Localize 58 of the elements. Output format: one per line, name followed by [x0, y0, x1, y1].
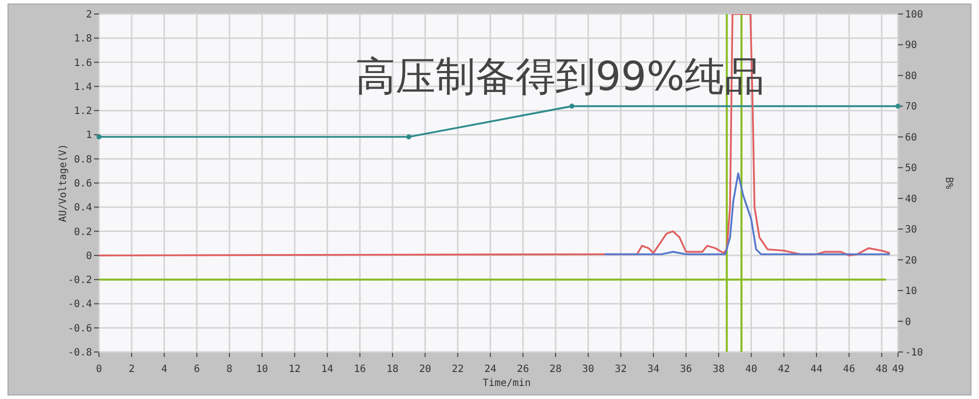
line-series [99, 14, 891, 256]
line-series [604, 172, 891, 256]
y-tick-label: 1.6 [74, 58, 92, 69]
x-tick-label: 26 [516, 364, 529, 375]
y-tick-label: 0.8 [74, 154, 92, 166]
x-tick-label: 42 [778, 364, 790, 375]
y2-tick-label: 40 [905, 194, 918, 205]
y-tick-label: 1.8 [74, 34, 92, 45]
x-tick-label: 18 [386, 364, 399, 375]
y-tick-label: 1 [86, 130, 92, 142]
x-tick-label: 30 [582, 364, 594, 375]
y-tick-label: 1.4 [74, 82, 92, 93]
y-tick-label: 0.2 [74, 226, 92, 238]
y2-tick-label: 70 [905, 102, 918, 113]
x-tick-label: 12 [288, 364, 301, 375]
y-tick-label: 0.6 [74, 178, 92, 190]
x-tick-label: 44 [810, 364, 822, 375]
x-tick-label: 22 [452, 364, 464, 375]
x-tick-label: 46 [843, 364, 856, 375]
x-tick-label: 16 [354, 364, 366, 375]
x-tick-label: 6 [194, 364, 200, 375]
x-tick-label: 2 [128, 364, 135, 375]
y2-tick-label: 90 [905, 40, 918, 52]
y2-tick-label: 30 [905, 224, 918, 236]
y-axis-title: AU/Voltage(V) [58, 144, 69, 222]
x-tick-label: 48 [876, 364, 888, 375]
x-tick-label: 8 [226, 364, 232, 375]
y-tick-label: 0 [86, 250, 92, 262]
x-tick-label: 0 [96, 364, 102, 375]
x-tick-label: 38 [712, 364, 725, 375]
x-tick-label: 4 [161, 364, 168, 375]
x-tick-label: 10 [256, 364, 268, 375]
y-tick-label: 0.4 [74, 202, 92, 214]
y2-tick-label: 60 [905, 132, 918, 144]
x-tick-label: 24 [484, 364, 496, 375]
y-tick-label: -0.8 [68, 348, 92, 358]
x-axis-title: Time/min [482, 378, 531, 389]
y2-tick-label: 20 [905, 255, 918, 266]
x-tick-label: 20 [419, 364, 432, 375]
x-tick-label: 40 [745, 364, 758, 375]
y2-tick-label: 100 [905, 10, 924, 20]
y-tick-label: -0.4 [68, 299, 92, 310]
x-tick-label: 34 [647, 364, 660, 375]
x-tick-label: 49 [892, 364, 904, 375]
x-tick-label: 36 [680, 364, 692, 375]
y2-tick-label: -10 [905, 348, 924, 358]
y2-axis-title: B% [943, 176, 954, 190]
y2-tick-label: 80 [905, 70, 918, 82]
y-tick-label: -0.6 [68, 323, 92, 334]
y2-tick-label: 50 [905, 163, 918, 174]
x-tick-label: 28 [550, 364, 562, 375]
y2-tick-label: 10 [905, 286, 918, 298]
x-tick-label: 14 [321, 364, 334, 375]
y-tick-label: 1.2 [74, 106, 92, 118]
y2-tick-label: 0 [905, 316, 912, 328]
x-tick-label: 32 [614, 364, 627, 375]
y-tick-label: 2 [86, 10, 92, 20]
y-tick-label: -0.2 [68, 275, 92, 286]
